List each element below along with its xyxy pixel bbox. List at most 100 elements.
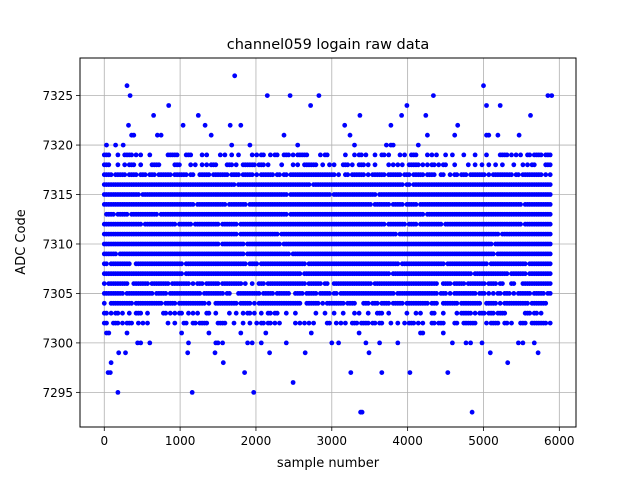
data-point bbox=[247, 142, 253, 148]
data-point bbox=[274, 310, 280, 316]
outlier-point bbox=[185, 350, 191, 356]
data-point bbox=[254, 172, 260, 178]
data-point bbox=[447, 281, 453, 286]
data-point bbox=[147, 340, 153, 346]
data-point bbox=[527, 152, 533, 158]
data-point bbox=[261, 281, 266, 286]
data-point bbox=[379, 320, 385, 326]
data-point bbox=[258, 340, 264, 346]
data-point bbox=[413, 221, 419, 227]
data-point bbox=[229, 142, 235, 148]
data-point bbox=[406, 182, 412, 188]
outlier-point bbox=[135, 340, 141, 346]
data-point bbox=[484, 152, 489, 158]
outlier-point bbox=[342, 122, 348, 128]
data-point bbox=[522, 261, 528, 267]
data-point bbox=[167, 310, 173, 316]
outlier-point bbox=[104, 142, 109, 148]
data-point bbox=[133, 152, 139, 158]
data-point bbox=[402, 152, 407, 158]
data-point bbox=[381, 172, 387, 178]
data-point bbox=[120, 310, 125, 316]
data-point bbox=[547, 231, 553, 237]
data-point bbox=[484, 320, 489, 326]
data-point bbox=[190, 310, 196, 316]
data-point bbox=[331, 172, 337, 178]
data-point bbox=[202, 300, 207, 306]
data-point bbox=[440, 320, 446, 326]
data-point bbox=[477, 300, 483, 306]
data-point bbox=[106, 162, 112, 168]
data-point bbox=[343, 152, 348, 158]
data-point bbox=[393, 231, 398, 237]
data-point bbox=[138, 221, 144, 227]
data-point bbox=[158, 132, 164, 138]
data-point bbox=[384, 142, 389, 148]
data-point bbox=[415, 162, 421, 168]
data-point bbox=[233, 162, 239, 168]
outlier-point bbox=[549, 93, 555, 98]
outlier-point bbox=[379, 370, 385, 375]
data-point bbox=[313, 162, 319, 168]
data-point bbox=[138, 310, 144, 316]
data-point bbox=[265, 162, 271, 168]
data-point bbox=[472, 152, 478, 158]
data-point bbox=[522, 320, 528, 326]
data-point bbox=[192, 162, 198, 168]
outlier-point bbox=[528, 113, 533, 118]
data-point bbox=[290, 162, 296, 168]
x-tick-label: 0 bbox=[100, 434, 108, 448]
data-point bbox=[377, 340, 382, 346]
data-point bbox=[252, 162, 257, 168]
data-point bbox=[365, 300, 371, 306]
data-point bbox=[420, 162, 426, 168]
data-point bbox=[399, 182, 405, 188]
data-point bbox=[516, 172, 521, 178]
data-point bbox=[277, 172, 282, 178]
data-point bbox=[486, 162, 492, 168]
data-point bbox=[256, 291, 262, 296]
data-point bbox=[390, 291, 396, 296]
data-point bbox=[525, 162, 530, 168]
data-point bbox=[138, 162, 144, 168]
data-point bbox=[220, 291, 226, 296]
data-point bbox=[484, 261, 489, 267]
outlier-point bbox=[129, 132, 135, 138]
data-point bbox=[538, 152, 544, 158]
data-point bbox=[179, 330, 185, 336]
data-point bbox=[333, 291, 339, 296]
data-point bbox=[438, 221, 444, 227]
data-point bbox=[174, 152, 180, 158]
data-point bbox=[140, 320, 146, 326]
data-point bbox=[495, 320, 501, 326]
data-point bbox=[245, 340, 251, 346]
data-point bbox=[104, 310, 109, 316]
data-point bbox=[486, 172, 492, 178]
data-point bbox=[425, 162, 430, 168]
outlier-point bbox=[469, 409, 475, 415]
data-point bbox=[240, 320, 246, 326]
data-point bbox=[386, 271, 392, 277]
outlier-point bbox=[388, 122, 394, 128]
data-point bbox=[447, 172, 453, 178]
data-point bbox=[479, 162, 485, 168]
outlier-point bbox=[487, 350, 493, 356]
outlier-point bbox=[484, 103, 489, 108]
data-point bbox=[434, 281, 439, 286]
data-point bbox=[238, 281, 244, 286]
data-point bbox=[217, 152, 223, 158]
data-point bbox=[454, 320, 460, 326]
data-point bbox=[163, 291, 169, 296]
data-point bbox=[431, 320, 437, 326]
data-point bbox=[156, 162, 162, 168]
data-point bbox=[306, 320, 312, 326]
data-point bbox=[345, 162, 351, 168]
data-point bbox=[420, 320, 426, 326]
data-point bbox=[520, 162, 526, 168]
data-point bbox=[133, 172, 139, 178]
outlier-point bbox=[126, 122, 131, 128]
outlier-point bbox=[151, 113, 157, 118]
data-point bbox=[534, 310, 539, 316]
data-point bbox=[440, 172, 446, 178]
